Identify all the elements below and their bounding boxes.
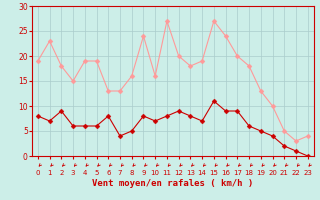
X-axis label: Vent moyen/en rafales ( km/h ): Vent moyen/en rafales ( km/h ) — [92, 179, 253, 188]
